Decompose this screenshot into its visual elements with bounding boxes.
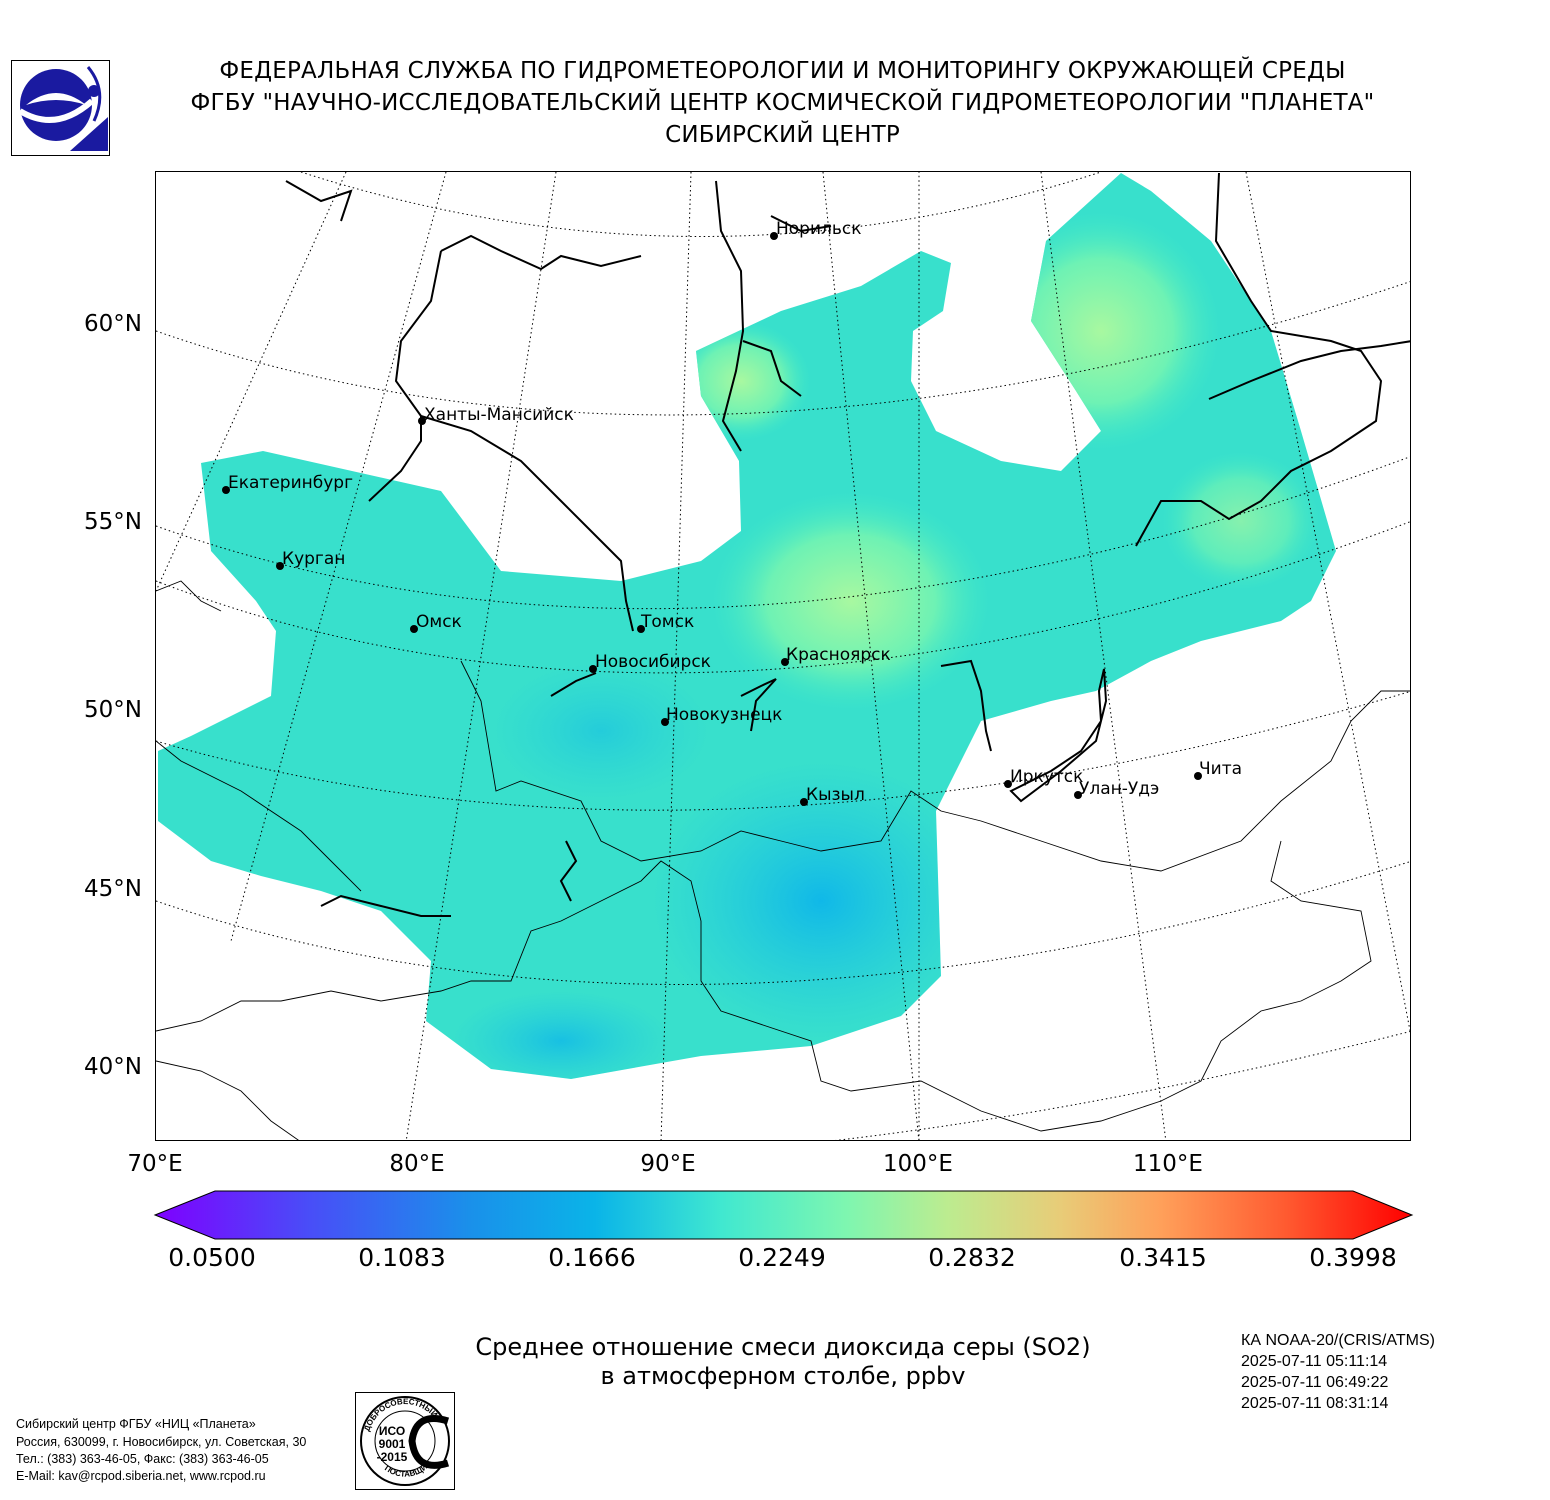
city-label-ulan-ude: Улан-Удэ	[1079, 779, 1160, 799]
city-label-irkutsk: Иркутск	[1010, 767, 1084, 787]
so2-map	[155, 171, 1411, 1141]
graticule-parallels	[156, 172, 1410, 1140]
city-khanty-mansiysk	[418, 417, 426, 425]
city-label-tomsk: Томск	[641, 612, 695, 632]
city-novosibirsk	[589, 665, 597, 673]
satellite-time-2: 2025-07-11 06:49:22	[1241, 1374, 1389, 1391]
iso-text-1: ИСО	[379, 1424, 405, 1438]
city-novokuznetsk	[661, 718, 669, 726]
graticule-meridians	[156, 172, 1410, 1140]
city-tomsk	[637, 625, 645, 633]
planeta-logo	[11, 60, 110, 156]
city-label-kurgan: Курган	[282, 549, 346, 569]
lat-label-60: 60°N	[84, 311, 142, 337]
city-label-norilsk: Норильск	[776, 219, 862, 239]
header-line-1: ФЕДЕРАЛЬНАЯ СЛУЖБА ПО ГИДРОМЕТЕОРОЛОГИИ …	[219, 58, 1346, 84]
city-ulan-ude	[1074, 791, 1082, 799]
city-label-kyzyl: Кызыл	[806, 785, 865, 805]
rivers	[285, 172, 1410, 917]
colorbar-tick-4: 0.2832	[928, 1243, 1016, 1272]
lon-label-70: 70°E	[127, 1151, 183, 1177]
city-markers	[222, 232, 1202, 806]
colorbar-tick-0: 0.0500	[168, 1243, 256, 1272]
city-label-novokuznetsk: Новокузнецк	[666, 705, 783, 725]
city-label-chita: Чита	[1199, 759, 1243, 779]
footer-org: Сибирский центр ФГБУ «НИЦ «Планета»	[16, 1417, 256, 1431]
colorbar-tick-5: 0.3415	[1119, 1243, 1207, 1272]
header-line-3: СИБИРСКИЙ ЦЕНТР	[665, 122, 900, 148]
city-label-ekaterinburg: Екатеринбург	[228, 473, 354, 493]
satellite-name: КА NOAA-20/(CRIS/ATMS)	[1241, 1332, 1435, 1349]
footer-address: Россия, 630099, г. Новосибирск, ул. Сове…	[16, 1435, 307, 1449]
lat-label-55: 55°N	[84, 509, 142, 535]
caption-line-1: Среднее отношение смеси диоксида серы (S…	[475, 1333, 1091, 1361]
colorbar-tick-6: 0.3998	[1309, 1243, 1397, 1272]
borders	[156, 580, 1410, 1140]
city-kurgan	[276, 562, 284, 570]
footer-phone: Тел.: (383) 363-46-05, Факс: (383) 363-4…	[16, 1452, 269, 1466]
city-irkutsk	[1004, 780, 1012, 788]
city-kyzyl	[800, 798, 808, 806]
satellite-time-1: 2025-07-11 05:11:14	[1241, 1353, 1388, 1370]
lat-label-45: 45°N	[84, 876, 142, 902]
lon-label-100: 100°E	[883, 1151, 953, 1177]
colorbar	[153, 1188, 1415, 1242]
city-label-krasnoyarsk: Красноярск	[786, 645, 891, 665]
city-krasnoyarsk	[781, 658, 789, 666]
caption-line-2: в атмосферном столбе, ppbv	[600, 1362, 966, 1390]
city-ekaterinburg	[222, 486, 230, 494]
lat-label-50: 50°N	[84, 697, 142, 723]
lon-label-90: 90°E	[640, 1151, 696, 1177]
satellite-time-3: 2025-07-11 08:31:14	[1241, 1395, 1389, 1412]
city-label-khanty-mansiysk: Ханты-Мансийск	[424, 405, 574, 425]
colorbar-tick-1: 0.1083	[358, 1243, 446, 1272]
colorbar-tick-3: 0.2249	[738, 1243, 826, 1272]
footer-email: E-Mail: kav@rcpod.siberia.net, www.rcpod…	[16, 1469, 266, 1483]
city-chita	[1194, 772, 1202, 780]
city-omsk	[410, 625, 418, 633]
city-label-omsk: Омск	[416, 612, 462, 632]
header-line-2: ФГБУ "НАУЧНО-ИССЛЕДОВАТЕЛЬСКИЙ ЦЕНТР КОС…	[190, 90, 1375, 116]
lon-label-80: 80°E	[389, 1151, 445, 1177]
colorbar-tick-2: 0.1666	[548, 1243, 636, 1272]
iso-text-3: -2015	[377, 1450, 408, 1464]
city-label-novosibirsk: Новосибирск	[595, 652, 711, 672]
city-norilsk	[770, 232, 778, 240]
iso-certification-badge: ДОБРОСОВЕСТНЫЙ ПОСТАВЩИК ИСО 9001 -2015	[355, 1392, 455, 1490]
iso-text-2: 9001	[379, 1437, 406, 1451]
lon-label-110: 110°E	[1133, 1151, 1203, 1177]
lat-label-40: 40°N	[84, 1054, 142, 1080]
